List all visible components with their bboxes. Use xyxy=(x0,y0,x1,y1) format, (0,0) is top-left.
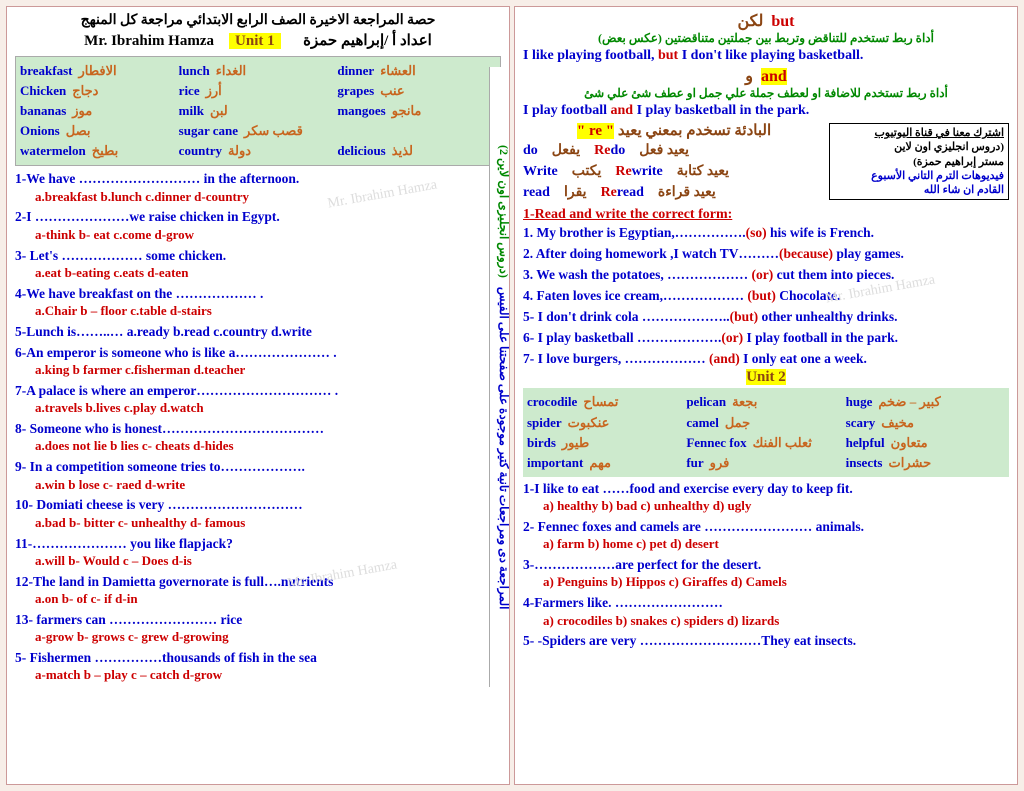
questions-left: 1-We have ……………………… in the afternoon.a.b… xyxy=(15,170,501,684)
header-line1: حصة المراجعة الاخيرة الصف الرابع الابتدا… xyxy=(15,11,501,31)
unit2-badge: Unit 2 xyxy=(523,369,1009,386)
but-title: لكن but xyxy=(523,11,1009,31)
credit: اعداد أ /إبراهيم حمزة xyxy=(303,33,432,49)
vocab-unit1: breakfastالافطارlunchالغداءdinnerالعشاءC… xyxy=(15,56,501,167)
vocab-unit2: crocodileتمساحpelicanبجعةhugeكبير – ضخمs… xyxy=(523,388,1009,477)
fill-exercises: 1. My brother is Egyptian,…………….(so) his… xyxy=(523,223,1009,369)
side-note: المراجعة دى ومراجعات تانية كتير موجودة ع… xyxy=(489,67,510,687)
header: حصة المراجعة الاخيرة الصف الرابع الابتدا… xyxy=(15,11,501,52)
and-example: I play football and I play basketball in… xyxy=(523,103,1009,119)
but-def: أداة ربط تستخدم للتناقض وتربط بين جملتين… xyxy=(523,31,1009,46)
section-head: 1-Read and write the correct form: xyxy=(523,207,1009,223)
left-column: حصة المراجعة الاخيرة الصف الرابع الابتدا… xyxy=(6,6,510,785)
right-column: لكن but أداة ربط تستخدم للتناقض وتربط بي… xyxy=(514,6,1018,785)
questions-right: 1-I like to eat ……food and exercise ever… xyxy=(523,480,1009,651)
and-title: و and xyxy=(523,66,1009,86)
teacher: Mr. Ibrahim Hamza xyxy=(84,33,214,49)
unit1-badge: Unit 1 xyxy=(229,33,281,49)
but-example: I like playing football, but I don't lik… xyxy=(523,48,1009,64)
and-def: أداة ربط تستخدم للاضافة او لعطف جملة علي… xyxy=(523,86,1009,101)
subscribe-box: اشترك معنا في قناة اليوتيوب (دروس انجليز… xyxy=(829,123,1009,200)
